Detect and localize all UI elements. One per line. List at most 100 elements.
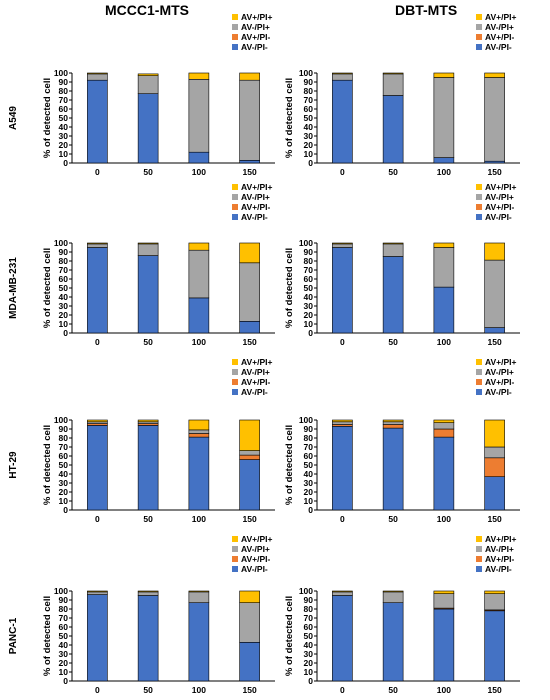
y-tick-label: 0 xyxy=(63,676,68,686)
y-tick-label: 70 xyxy=(59,613,69,623)
y-tick-label: 0 xyxy=(63,158,68,168)
bar-segment xyxy=(382,602,404,682)
bar-segment xyxy=(484,590,505,595)
y-tick-label: 10 xyxy=(59,319,69,329)
row-label: A549 xyxy=(8,106,19,130)
y-tick-label: 30 xyxy=(304,131,314,141)
bar-segment xyxy=(188,151,210,164)
y-tick-label: 50 xyxy=(304,113,314,123)
y-tick-label: 10 xyxy=(304,667,314,677)
bar-segment xyxy=(382,427,404,511)
y-axis-label: % of detected cell xyxy=(42,425,53,505)
y-tick-label: 90 xyxy=(304,77,314,87)
legend-swatch xyxy=(232,546,238,552)
legend-label: AV-/PI- xyxy=(485,564,512,574)
bar-segment xyxy=(433,590,455,595)
bar-segment xyxy=(188,419,210,431)
bar-segment xyxy=(137,93,159,164)
bar-segment xyxy=(137,242,159,245)
legend-swatch xyxy=(476,214,482,220)
x-tick-label: 100 xyxy=(437,167,451,177)
x-tick-label: 150 xyxy=(488,337,502,347)
bar-segment xyxy=(239,450,260,456)
bar-segment xyxy=(87,72,108,75)
y-tick-label: 20 xyxy=(304,310,314,320)
y-tick-label: 90 xyxy=(304,595,314,605)
legend-swatch xyxy=(476,24,482,30)
bar-segment xyxy=(87,590,108,593)
y-tick-label: 50 xyxy=(59,283,69,293)
legend-swatch xyxy=(232,14,238,20)
bar-segment xyxy=(87,591,108,595)
y-axis-label: % of detected cell xyxy=(284,248,295,328)
bar-segment xyxy=(484,259,505,328)
x-tick-label: 100 xyxy=(192,337,206,347)
legend-label: AV-/PI- xyxy=(485,212,512,222)
legend-swatch xyxy=(232,194,238,200)
bar-segment xyxy=(433,157,455,164)
legend-label: AV+/PI+ xyxy=(241,182,273,192)
bar-segment xyxy=(433,242,455,248)
y-tick-label: 80 xyxy=(304,433,314,443)
y-tick-label: 60 xyxy=(59,451,69,461)
bar-segment xyxy=(332,425,353,511)
y-axis-label: % of detected cell xyxy=(284,78,295,158)
legend-swatch xyxy=(232,389,238,395)
bar-segment xyxy=(87,419,108,423)
bar-segment xyxy=(382,243,404,257)
x-tick-label: 50 xyxy=(143,514,153,524)
bar-segment xyxy=(188,79,210,153)
bar-segment xyxy=(332,421,353,425)
legend-label: AV+/PI+ xyxy=(485,357,517,367)
bar-segment xyxy=(484,419,505,448)
bar-segment xyxy=(239,641,260,682)
legend-swatch xyxy=(232,556,238,562)
legend-swatch xyxy=(232,536,238,542)
x-tick-label: 0 xyxy=(95,337,100,347)
bar-segment xyxy=(484,610,505,682)
bar-segment xyxy=(137,255,159,334)
legend-swatch xyxy=(476,184,482,190)
legend-swatch xyxy=(476,359,482,365)
legend-swatch xyxy=(476,379,482,385)
y-tick-label: 60 xyxy=(304,622,314,632)
bar-segment xyxy=(484,327,505,334)
y-tick-label: 80 xyxy=(59,433,69,443)
legend-label: AV-/PI+ xyxy=(241,22,270,32)
bar-segment xyxy=(188,297,210,334)
bar-segment xyxy=(433,72,455,78)
bar-segment xyxy=(137,425,159,511)
x-tick-label: 50 xyxy=(388,337,398,347)
legend-label: AV-/PI+ xyxy=(485,22,514,32)
bar-segment xyxy=(87,594,108,682)
x-tick-label: 0 xyxy=(340,337,345,347)
legend-swatch xyxy=(476,556,482,562)
y-tick-label: 100 xyxy=(54,238,68,248)
x-tick-label: 50 xyxy=(143,167,153,177)
y-tick-label: 0 xyxy=(63,505,68,515)
column-title-dbt: DBT-MTS xyxy=(395,2,458,18)
y-tick-label: 50 xyxy=(304,460,314,470)
x-tick-label: 0 xyxy=(340,685,345,695)
bar-segment xyxy=(382,590,404,593)
bar-segment xyxy=(239,590,260,603)
bar-segment xyxy=(433,77,455,158)
legend-swatch xyxy=(232,369,238,375)
bar-segment xyxy=(188,436,210,511)
bar-segment xyxy=(188,591,210,604)
y-tick-label: 20 xyxy=(304,487,314,497)
y-tick-label: 40 xyxy=(304,469,314,479)
bar-segment xyxy=(137,75,159,94)
y-tick-label: 80 xyxy=(59,86,69,96)
y-tick-label: 40 xyxy=(304,292,314,302)
bar-segment xyxy=(484,593,505,611)
x-tick-label: 50 xyxy=(388,685,398,695)
bar-segment xyxy=(188,249,210,299)
y-tick-label: 0 xyxy=(308,158,313,168)
y-tick-label: 20 xyxy=(304,658,314,668)
y-tick-label: 80 xyxy=(304,86,314,96)
y-tick-label: 60 xyxy=(304,274,314,284)
x-tick-label: 150 xyxy=(243,514,257,524)
bar-segment xyxy=(188,72,210,80)
